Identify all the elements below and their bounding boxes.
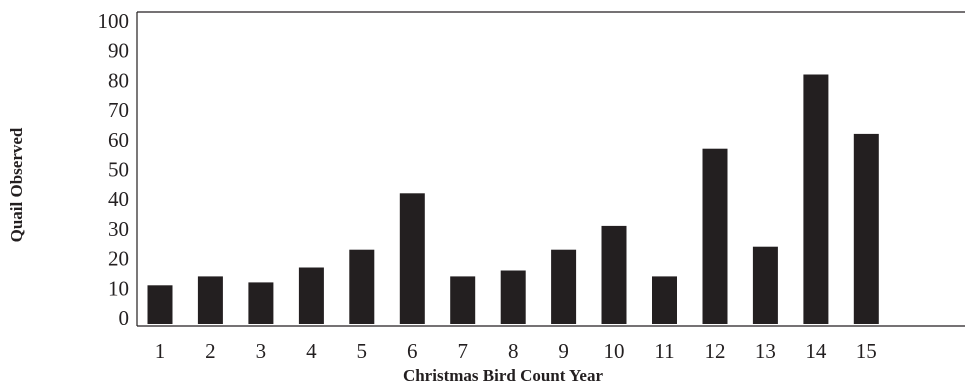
y-tick-label: 90 [108,39,129,63]
x-tick-label: 14 [805,339,827,363]
x-axis-title: Christmas Bird Count Year [403,366,604,385]
bar-year-2 [197,276,223,324]
x-tick-label: 2 [205,339,216,363]
x-tick-label: 10 [604,339,625,363]
bar-year-5 [349,249,375,324]
y-tick-label: 60 [108,128,129,152]
y-tick-label: 20 [108,247,129,271]
bar-year-7 [450,276,476,324]
y-axis-ticks: 0 10 20 30 40 50 60 70 80 90 100 [98,9,130,330]
bar-year-15 [853,133,879,324]
bar-year-13 [752,246,778,324]
bar-year-12 [702,148,728,324]
y-tick-label: 100 [98,9,130,33]
bar-year-14 [803,74,829,324]
bar-year-3 [248,282,274,324]
x-tick-label: 12 [705,339,726,363]
x-tick-label: 7 [457,339,468,363]
bar-year-9 [551,249,577,324]
y-tick-label: 50 [108,158,129,182]
y-tick-label: 10 [108,276,129,300]
bar-year-11 [652,276,677,324]
bar-year-1 [147,285,173,324]
plot-frame [136,11,965,327]
y-axis-title: Quail Observed [7,127,26,242]
y-tick-label: 80 [108,68,129,92]
x-tick-label: 4 [306,339,317,363]
y-tick-label: 30 [108,217,129,241]
x-tick-label: 15 [856,339,877,363]
x-tick-label: 3 [256,339,267,363]
x-tick-label: 6 [407,339,418,363]
x-axis-ticks: 1 2 3 4 5 6 7 8 9 10 11 12 13 14 15 [155,339,877,363]
x-tick-label: 8 [508,339,519,363]
x-tick-label: 9 [558,339,569,363]
x-tick-label: 11 [654,339,674,363]
x-tick-label: 1 [155,339,166,363]
y-tick-label: 0 [119,306,130,330]
bars [147,74,879,324]
bar-year-6 [399,193,425,324]
x-tick-label: 13 [755,339,776,363]
bar-year-8 [500,270,526,324]
x-tick-label: 5 [357,339,368,363]
bar-year-4 [298,267,324,324]
bar-year-10 [601,225,627,324]
y-tick-label: 70 [108,98,129,122]
y-tick-label: 40 [108,187,129,211]
